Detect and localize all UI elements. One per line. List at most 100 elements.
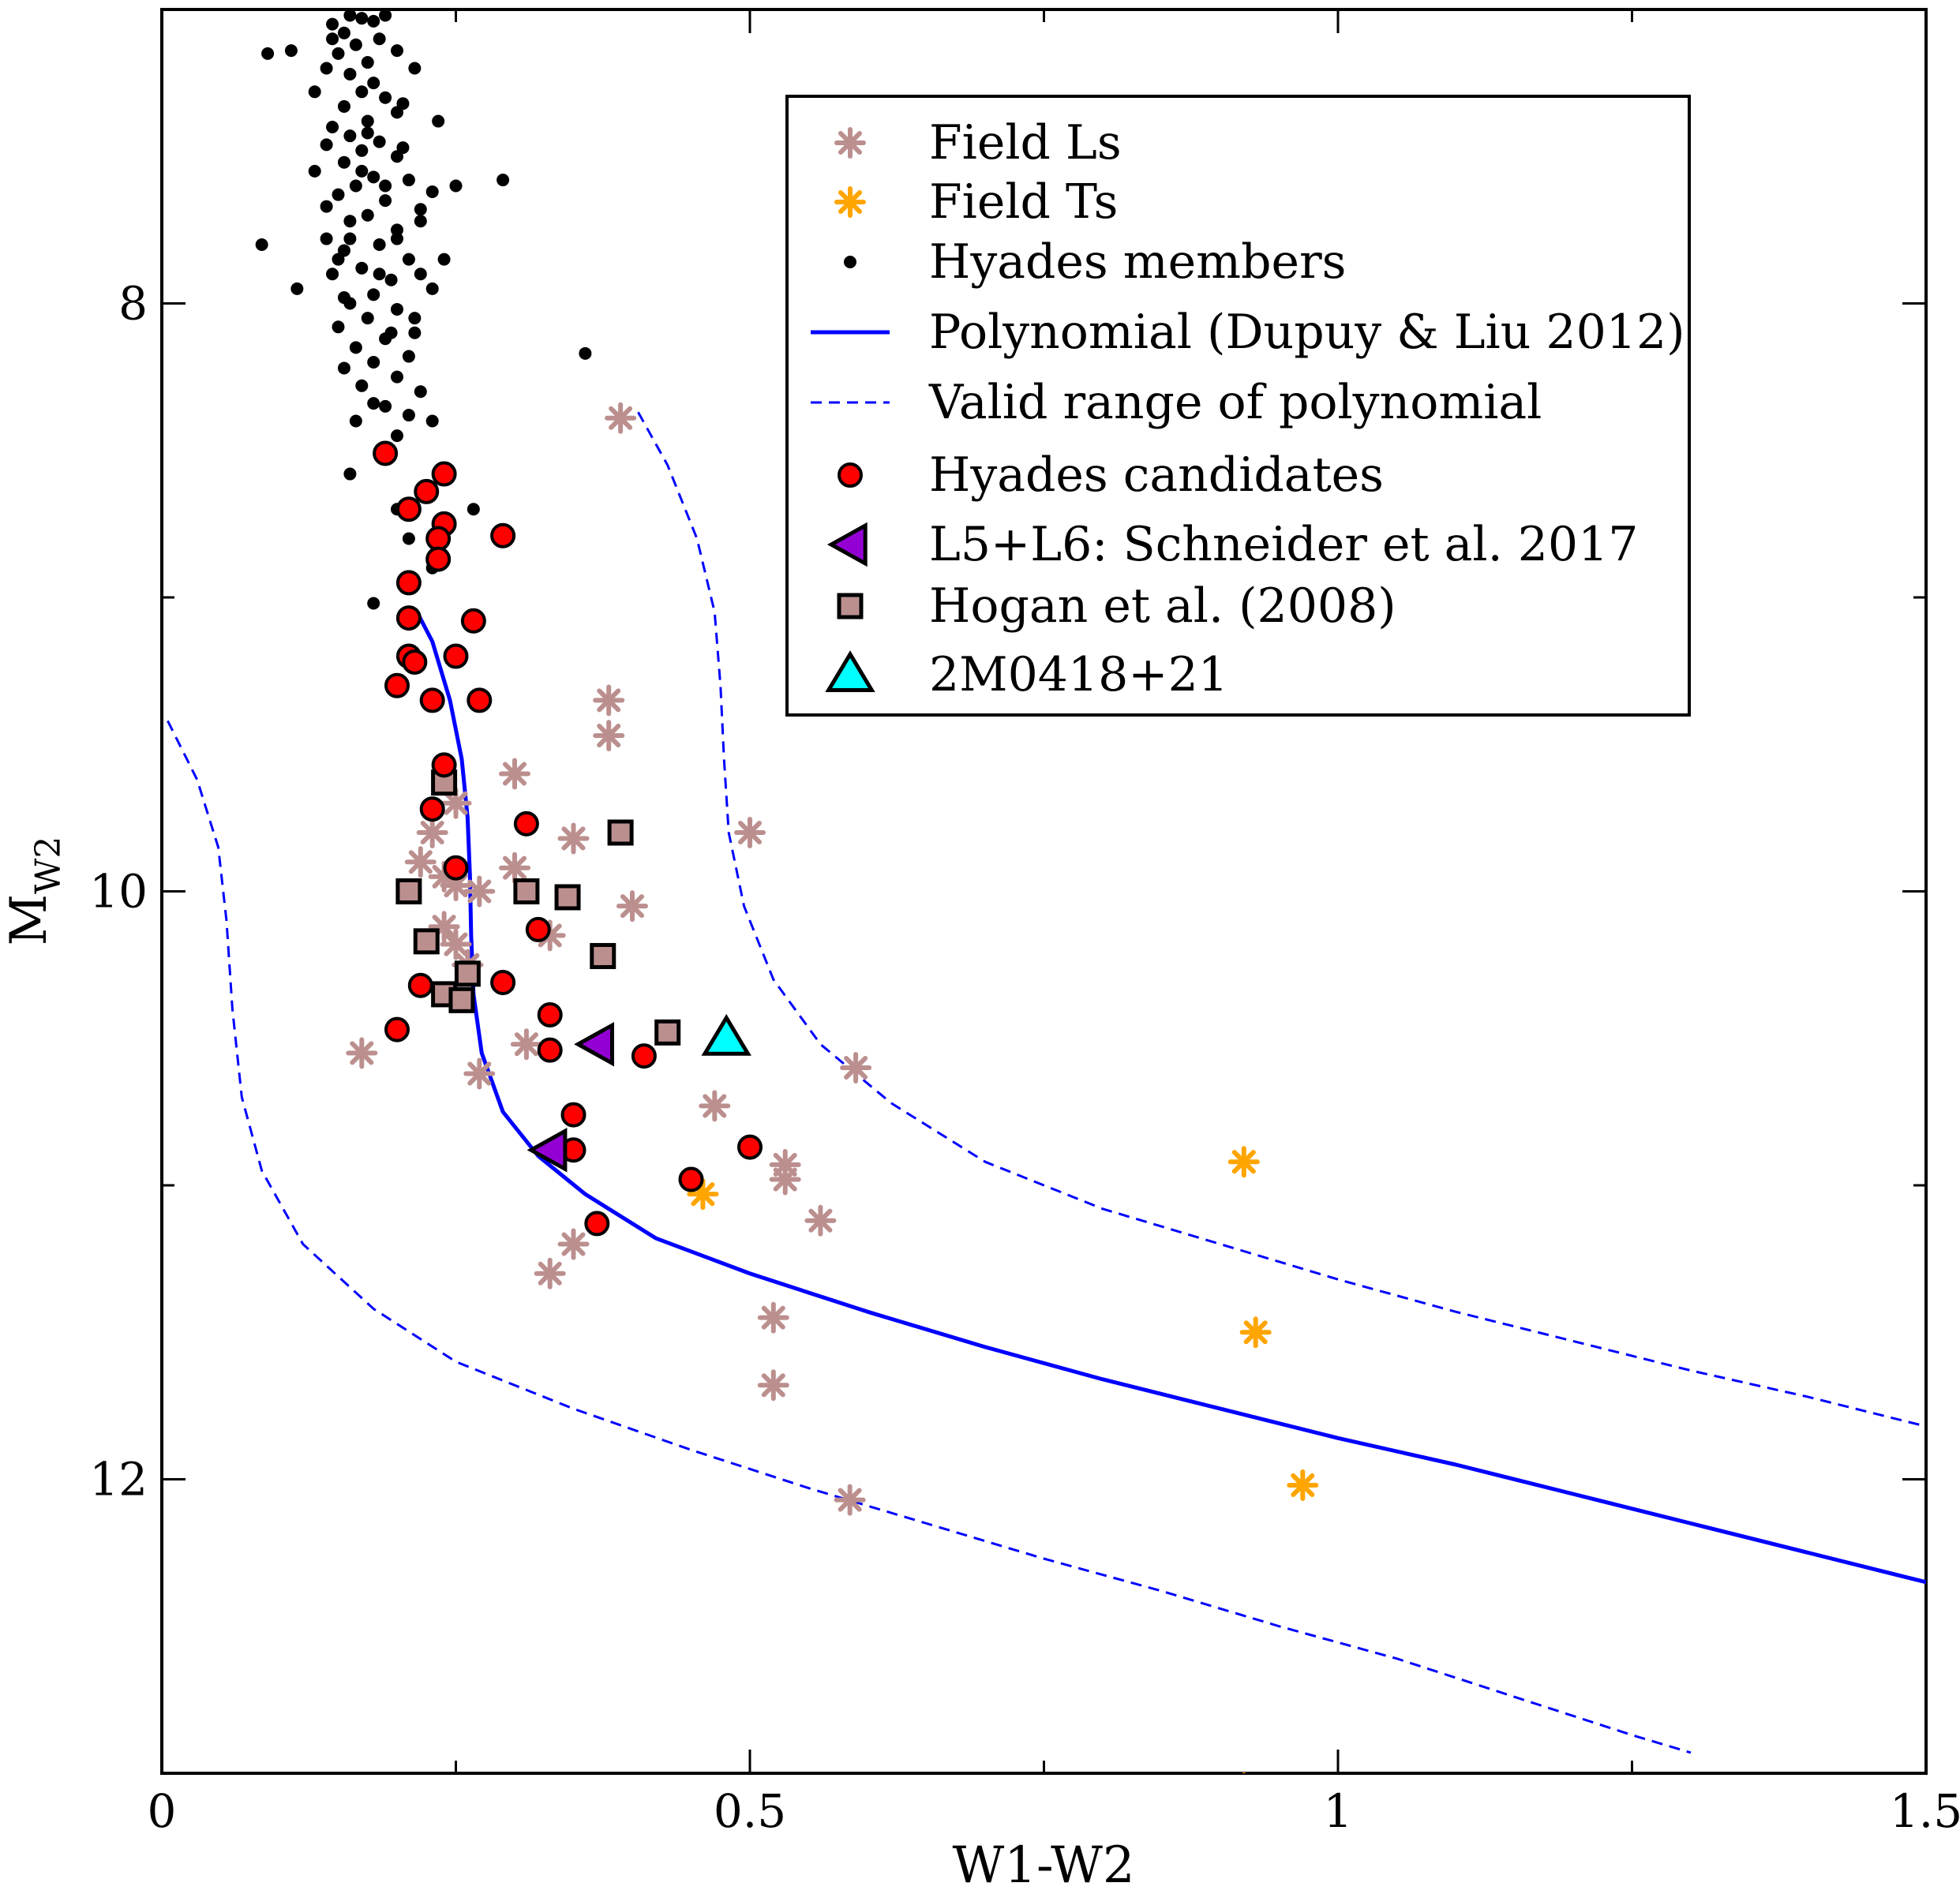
hyades-member-point [337,361,350,375]
hyades-member-point [579,346,592,360]
hyades-member-point [261,47,275,60]
legend-label-valid-range: Valid range of polynomial [928,375,1542,430]
field-l-point [404,846,437,878]
hyades-member-point [379,179,392,193]
hogan-point [654,1019,681,1046]
hyades-candidate-point [460,608,486,634]
hyades-member-point [255,238,268,251]
hyades-member-point [391,232,403,245]
hyades-candidate-point [373,440,399,466]
legend-label-field-ls: Field Ls [929,115,1122,170]
hyades-member-point [349,179,362,193]
legend-label-field-ts: Field Ts [929,174,1118,230]
legend-box [785,95,1691,717]
field-l-point [834,1484,866,1516]
hyades-member-point [367,597,380,610]
hyades-member-point [355,12,369,25]
hyades-member-point [408,326,422,339]
legend-label-hogan: Hogan et al. (2008) [929,578,1396,634]
y-axis-label: MW2 [0,837,69,946]
hyades-member-point [337,26,350,39]
hyades-member-point [437,253,451,266]
field-l-point [616,890,648,923]
legend-marker-twomass [825,650,875,692]
hyades-candidate-point [419,687,445,713]
hyades-member-point [355,85,369,99]
hyades-candidate-point [402,649,428,675]
x-axis-label: W1-W2 [952,1836,1134,1894]
hyades-member-point [290,282,304,295]
field-l-point [557,1228,590,1260]
hyades-candidate-point [525,916,551,942]
hyades-member-point [343,129,357,143]
field-l-point [463,875,496,908]
hyades-member-point [402,409,415,422]
hyades-candidate-point [395,570,422,596]
field-l-point [593,684,625,717]
hyades-member-point [367,397,380,410]
field-l-point [593,720,625,752]
polynomial-line [415,611,1926,1585]
x-tick-label: 1.5 [1890,1784,1960,1838]
hyades-member-point [402,253,415,266]
hyades-member-point [320,62,333,75]
hogan-point [607,819,634,846]
hyades-candidate-point [537,1001,563,1027]
hyades-member-point [379,91,392,104]
hyades-member-point [332,188,345,201]
field-l-point [346,1037,378,1069]
field-l-point [757,1301,789,1334]
legend-label-hyades-candidates: Hyades candidates [929,447,1384,503]
hyades-member-point [414,215,427,228]
hogan-point [448,986,475,1013]
y-tick-label: 10 [89,865,148,919]
legend-marker-schneider [826,522,868,567]
field-l-point [804,1204,837,1237]
hyades-member-point [391,223,403,237]
hyades-member-point [332,320,345,334]
hyades-member-point [402,174,415,187]
hyades-member-point [467,503,480,516]
legend-label-schneider: L5+L6: Schneider et al. 2017 [929,517,1638,572]
field-t-point [687,1178,719,1211]
hyades-member-point [391,302,403,316]
hyades-candidate-point [490,522,516,548]
hyades-member-point [379,9,392,22]
hyades-candidate-point [467,687,493,713]
legend-label-hyades-members: Hyades members [929,234,1346,290]
hyades-member-point [326,121,339,133]
field-l-point [534,1257,566,1289]
twomass-point [701,1013,751,1056]
hyades-member-point [320,200,333,213]
hyades-member-point [396,141,410,155]
hyades-candidate-point [443,643,469,669]
field-l-point [499,852,530,884]
hyades-member-point [414,203,427,216]
hyades-candidate-point [584,1211,610,1237]
hyades-member-point [361,312,374,325]
hyades-member-point [326,17,339,31]
hyades-member-point [402,532,415,545]
field-l-point [463,1057,496,1090]
hyades-member-point [361,126,374,140]
hyades-member-point [349,341,362,354]
hyades-member-point [373,268,386,281]
y-axis-label-main: M [0,894,58,946]
hyades-member-point [391,370,403,384]
hyades-member-point [343,467,357,481]
hyades-member-point [337,99,350,113]
hyades-member-point [373,238,386,251]
hyades-member-point [343,9,357,22]
hyades-member-point [332,253,345,266]
hyades-candidate-point [395,605,422,631]
legend-marker-hyades-candidates [838,462,863,488]
hyades-member-point [332,47,345,60]
hyades-member-point [326,32,339,46]
hyades-member-point [367,77,380,90]
legend-label-twomass: 2M0418+21 [929,647,1228,702]
legend-label-polynomial: Polynomial (Dupuy & Liu 2012) [929,305,1685,360]
hyades-member-point [414,385,427,399]
hyades-candidate-point [414,478,440,504]
x-tick-label: 0 [148,1784,177,1838]
hyades-member-point [343,67,357,80]
